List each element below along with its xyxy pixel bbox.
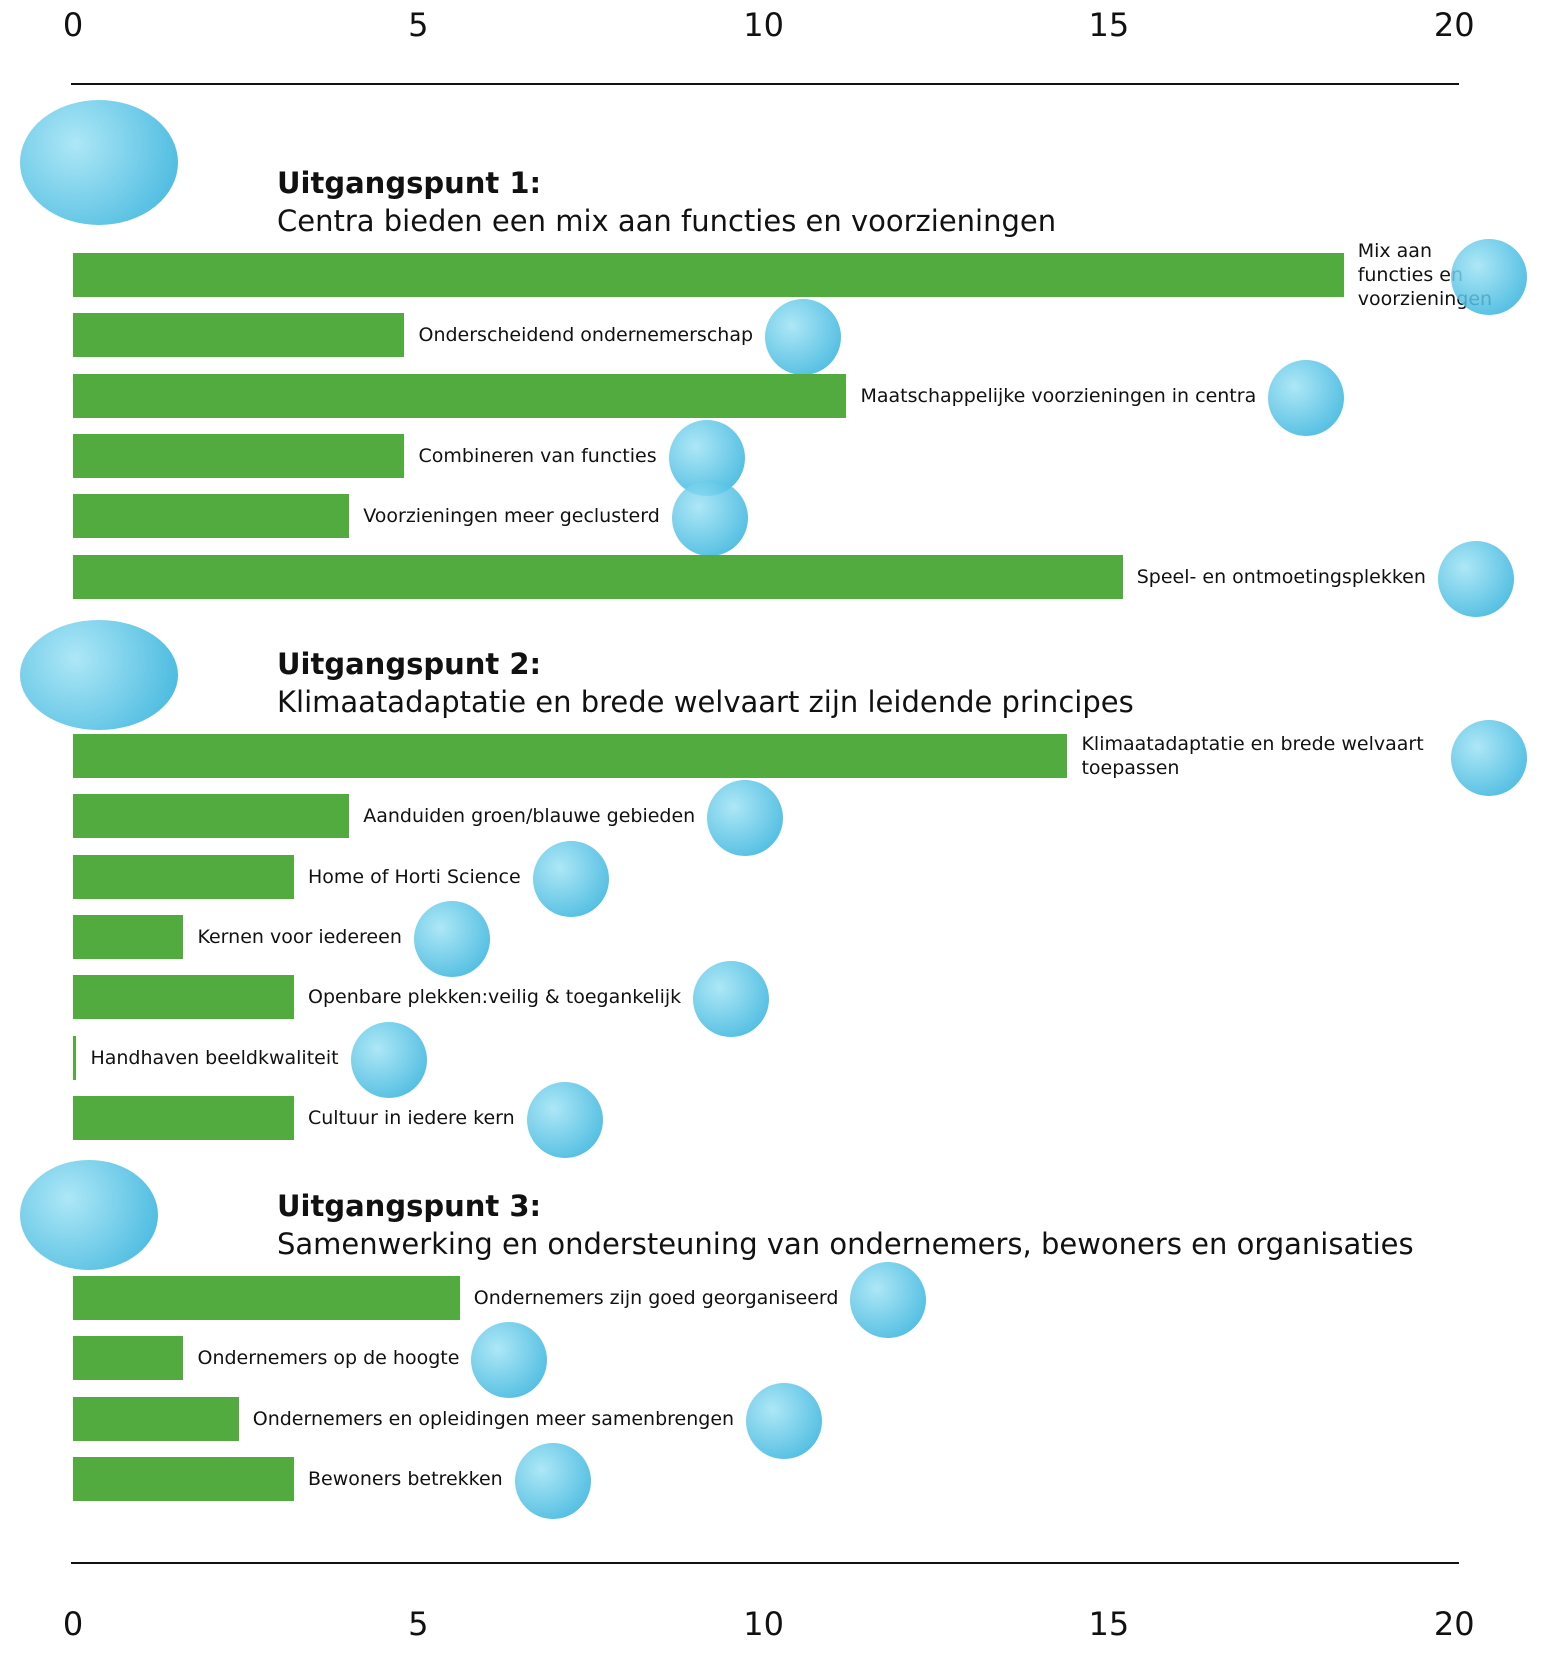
bar-icon [671,480,748,557]
axis-line [71,1562,1459,1564]
bar [73,373,847,418]
x-tick-label: 15 [1088,6,1130,44]
bar-label: Ondernemers zijn goed georganiseerd [473,1287,839,1309]
x-tick-label: 10 [743,6,784,44]
bar [73,1095,294,1140]
bar-label: Aanduiden groen/blauwe gebieden [363,805,696,828]
x-tick-label: 0 [62,1605,84,1643]
bar-label: Bewoners betrekken [307,1467,503,1490]
x-tick-label: 20 [1433,1605,1475,1643]
x-tick-label: 5 [408,6,429,44]
bar [73,554,1123,599]
bar [73,313,405,358]
bar [73,1336,184,1381]
bar [73,914,184,959]
bar-label: Maatschappelijke voorzieningen in centra [860,384,1257,407]
bar-icon [350,1021,427,1098]
bar-icon [693,961,770,1038]
group-icon [20,100,178,225]
group-icon [20,1160,158,1270]
bar [73,494,350,539]
group-icon [20,620,178,730]
group-title: Uitgangspunt 2: [277,647,542,681]
bar-label: Handhaven beeldkwaliteit [90,1046,339,1069]
bar-label: Kernen voor iedereen [197,925,402,948]
group-subtitle: Centra bieden een mix aan functies en vo… [277,204,1057,238]
group-subtitle: Klimaatadaptatie en brede welvaart zijn … [277,685,1134,719]
bar [73,794,350,839]
x-tick-label: 0 [62,6,84,44]
bar-icon [413,900,490,977]
x-tick-label: 20 [1433,6,1475,44]
x-tick-label: 5 [408,1605,429,1643]
bar-icon [514,1442,591,1519]
bar-label: Klimaatadaptatie en brede welvaart toepa… [1081,733,1424,779]
bar-label: Openbare plekken:veilig & toegankelijk [307,986,682,1009]
x-tick-label: 15 [1088,1605,1130,1643]
bar-label: Ondernemers en opleidingen meer samenbre… [252,1407,735,1430]
bar-icon [1268,359,1345,436]
bar [73,253,1344,297]
bar [73,1456,294,1501]
bar-icon [765,299,842,376]
bar-icon [1437,540,1514,617]
bar [73,734,1068,778]
group-title: Uitgangspunt 1: [277,166,542,200]
bar [73,975,294,1020]
bar-label: Combineren van functies [418,444,657,467]
bar-icon [746,1382,823,1459]
bar-icon [526,1081,603,1158]
bar-icon [1451,239,1527,315]
bar-icon [532,840,609,917]
bar-label: Home of Horti Science [307,865,521,888]
axis-line [71,83,1459,85]
bar-label: Onderscheidend ondernemerschap [418,324,754,347]
bar-icon [1451,720,1527,796]
group-subtitle: Samenwerking en ondersteuning van ondern… [277,1227,1414,1261]
bar-icon [471,1322,548,1399]
group-title: Uitgangspunt 3: [277,1189,542,1223]
bar [73,854,294,899]
bar-icon [850,1262,927,1338]
bar [73,1396,239,1441]
bar [73,1035,77,1080]
bar-label: Speel- en ontmoetingsplekken [1136,565,1426,588]
x-tick-label: 10 [743,1605,784,1643]
bar-label: Voorzieningen meer geclusterd [363,505,660,528]
bar-label: Ondernemers op de hoogte [197,1347,460,1370]
bar-icon [707,780,784,857]
bar-label: Cultuur in iedere kern [307,1106,515,1129]
bar [73,433,405,478]
bar [73,1276,460,1320]
